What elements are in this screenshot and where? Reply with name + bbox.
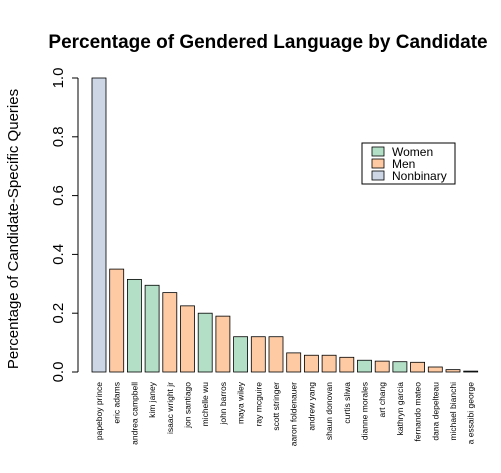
bars-group [91,77,479,373]
x-tick-label: art chang [377,382,387,418]
legend-swatch [371,146,385,157]
x-tick-label: andrea campbell [129,382,139,445]
legend-swatch [371,170,385,181]
x-tick-label: scott stringer [271,382,281,431]
y-axis-label: Percentage of Candidate-Specific Queries [5,89,22,369]
x-tick-label: a essaibi george [466,382,476,445]
y-tick-label: 0.6 [50,185,67,206]
y-tick-label: 0.4 [50,244,67,265]
x-tick-label: fernando mateo [413,382,423,442]
y-axis: 0.0 0.2 0.4 0.6 0.8 1.0 [50,68,79,383]
bar [286,352,302,373]
x-tick-labels: papeboy prince eric adams andrea campbell k… [94,381,476,446]
x-tick-label: shaun donovan [324,382,334,440]
y-tick-label: 1.0 [50,68,67,89]
x-tick-label: eric adams [112,382,122,424]
bar [109,268,125,373]
bar [127,278,142,373]
bar [427,366,443,373]
bar [303,354,319,373]
x-tick-label: aaron foldenauer [289,382,299,446]
x-tick-label: kathryn garcia [395,382,405,436]
bar [445,369,461,373]
legend-swatch [371,158,385,169]
bar [91,77,107,373]
legend-label: Men [392,157,415,171]
bar [233,336,249,373]
y-tick-label: 0.8 [50,126,67,147]
y-tick-label: 0.2 [50,303,67,324]
bar [197,312,213,373]
y-tick-label: 0.0 [50,362,67,383]
x-tick-label: andrew yang [306,382,316,431]
bar [268,336,284,373]
bar [463,370,479,373]
bar [374,360,390,373]
x-tick-label: isaac wright jr [165,382,175,434]
legend-label: Women [392,145,433,159]
bar [357,359,372,373]
x-tick-label: dana depelteau [430,382,440,441]
x-tick-label: dianne morales [360,382,370,440]
x-tick-label: maya wiley [236,381,246,424]
x-tick-label: michelle wu [200,382,210,427]
x-tick-label: curtis sliwa [342,382,352,424]
bar [250,336,266,373]
bar [339,356,355,373]
bar [215,315,231,373]
x-tick-label: jon santiago [183,382,193,429]
x-tick-label: michael bianchi [448,382,458,441]
bar [180,305,195,373]
x-tick-label: papeboy prince [94,382,104,440]
bar [144,284,160,373]
x-tick-label: john barros [218,382,228,426]
legend-label: Nonbinary [392,169,447,183]
chart-title: Percentage of Gendered Language by Candi… [48,32,487,53]
x-tick-label: ray mcguire [253,382,263,427]
x-tick-label: kim janey [147,381,157,418]
bar [392,361,408,373]
bar [162,292,178,373]
bar [321,354,337,373]
bar [410,361,426,373]
